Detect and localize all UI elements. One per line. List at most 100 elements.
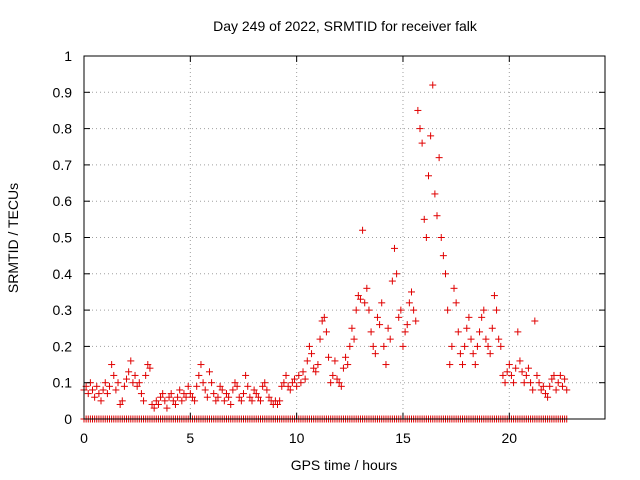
data-point (527, 379, 535, 387)
data-point (310, 364, 318, 372)
data-point (367, 328, 375, 336)
x-axis-label: GPS time / hours (291, 457, 398, 473)
data-point (348, 324, 356, 332)
data-point (337, 382, 345, 390)
data-point (335, 379, 343, 387)
data-point (188, 393, 196, 401)
data-point (490, 292, 498, 300)
data-point (346, 342, 354, 350)
data-point (373, 313, 381, 321)
y-tick-label: 0.2 (53, 338, 73, 354)
data-point (186, 390, 194, 398)
data-point (548, 375, 556, 383)
data-point (142, 371, 150, 379)
data-point (293, 382, 301, 390)
data-point (110, 371, 118, 379)
data-point (427, 132, 435, 140)
data-point (205, 368, 213, 376)
data-point (331, 357, 339, 365)
data-point (522, 371, 530, 379)
data-point (299, 368, 307, 376)
data-point (163, 404, 171, 412)
data-point (171, 400, 179, 408)
data-point (450, 284, 458, 292)
data-point (520, 379, 528, 387)
data-point (184, 382, 192, 390)
data-point (297, 379, 305, 387)
data-point (208, 379, 216, 387)
data-point (322, 328, 330, 336)
data-point (401, 328, 409, 336)
data-point (497, 342, 505, 350)
data-point (97, 397, 105, 405)
data-point (446, 361, 454, 369)
data-point (112, 386, 120, 394)
data-point (99, 386, 107, 394)
data-point (167, 390, 175, 398)
data-point (229, 386, 237, 394)
data-point (546, 382, 554, 390)
data-point (541, 390, 549, 398)
data-point (537, 386, 545, 394)
data-point (514, 328, 522, 336)
data-point (182, 393, 190, 401)
data-point (291, 375, 299, 383)
data-point (131, 371, 139, 379)
data-point (176, 386, 184, 394)
data-point (276, 397, 284, 405)
data-point (369, 342, 377, 350)
data-point (218, 386, 226, 394)
x-tick-label: 0 (80, 430, 88, 446)
data-point (416, 125, 424, 133)
data-point (286, 386, 294, 394)
data-point (407, 288, 415, 296)
data-point (191, 397, 199, 405)
data-point (227, 400, 235, 408)
data-point (314, 361, 322, 369)
data-point (361, 299, 369, 307)
data-point (378, 299, 386, 307)
data-point (393, 270, 401, 278)
data-point (108, 361, 116, 369)
data-point (133, 382, 141, 390)
data-point (499, 371, 507, 379)
data-point (531, 317, 539, 325)
data-point (325, 353, 333, 361)
data-point (342, 353, 350, 361)
data-point (148, 400, 156, 408)
data-point (418, 139, 426, 147)
data-point (316, 335, 324, 343)
data-point (431, 190, 439, 198)
data-point (397, 306, 405, 314)
data-point (152, 397, 160, 405)
ticks-layer: 00.10.20.30.40.50.60.70.80.910 5 10 15 20 (53, 48, 605, 446)
data-point (535, 379, 543, 387)
data-point (518, 368, 526, 376)
data-point (463, 324, 471, 332)
data-point (552, 386, 560, 394)
data-point (118, 397, 126, 405)
data-point (225, 393, 233, 401)
points-layer (80, 81, 571, 423)
data-point (248, 397, 256, 405)
data-point (550, 371, 558, 379)
data-point (263, 386, 271, 394)
data-point (544, 393, 552, 401)
data-point (524, 364, 532, 372)
chart-title: Day 249 of 2022, SRMTID for receiver fal… (213, 18, 478, 34)
data-point (405, 299, 413, 307)
data-point (237, 397, 245, 405)
y-tick-label: 0.3 (53, 302, 73, 318)
y-tick-label: 0.1 (53, 375, 73, 391)
data-point (201, 386, 209, 394)
data-point (482, 335, 490, 343)
y-tick-label: 0.6 (53, 193, 73, 209)
data-point (199, 379, 207, 387)
data-point (454, 328, 462, 336)
data-point (106, 382, 114, 390)
data-point (501, 379, 509, 387)
data-point (197, 361, 205, 369)
data-point (212, 397, 220, 405)
data-point (303, 357, 311, 365)
x-tick-label: 20 (502, 430, 518, 446)
